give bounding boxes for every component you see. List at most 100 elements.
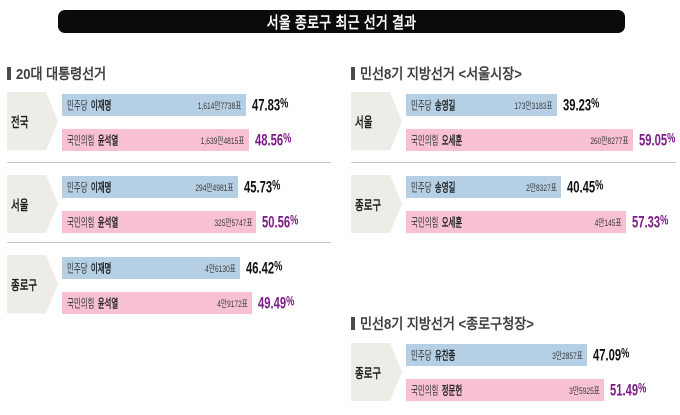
separator-line [7, 242, 331, 243]
region-label-text: 종로구 [354, 365, 381, 381]
percent-number: 49.49 [258, 293, 287, 312]
region-label-text: 종로구 [10, 278, 37, 294]
percent-sign: % [274, 257, 283, 273]
bar-democratic: 민주당 이재명 4만6130표 [62, 256, 241, 279]
percent-number: 57.33 [632, 212, 661, 232]
party-candidate-label: 국민의힘 정문헌 [411, 382, 462, 399]
region-arrow [351, 342, 402, 401]
section-heading: 민선8기 지방선거 <종로구청장> [351, 316, 553, 333]
party-candidate-label: 국민의힘 오세훈 [411, 131, 462, 148]
party-name: 국민의힘 [67, 215, 97, 230]
candidate-name: 이재명 [90, 180, 112, 195]
percent-number: 50.56 [262, 212, 291, 232]
separator-line [351, 162, 676, 163]
percent-sign: % [271, 176, 280, 193]
percent-value: 51.49% [610, 380, 646, 401]
region-arrow [7, 174, 58, 233]
vote-count: 173만3183표 [514, 100, 553, 112]
vote-count: 1,639만4815표 [200, 135, 245, 147]
percent-sign: % [666, 129, 676, 145]
candidate-name: 이재명 [90, 98, 112, 112]
party-candidate-label: 국민의힘 윤석열 [67, 294, 118, 311]
region-arrow [7, 255, 58, 314]
vote-count: 294만4981표 [195, 183, 234, 194]
bar-democratic: 민주당 이재명 294만4981표 [62, 176, 238, 198]
region-group: 종로구 민주당 유찬종 3만2857표 47.09% 국민의힘 정문헌 3만5925표 51… [351, 342, 676, 401]
vote-count: 260만8277표 [590, 135, 629, 147]
percent-sign: % [290, 211, 299, 228]
region-group: 서울 민주당 송영길 173만3183표 39.23% 국민의힘 오세훈 260만8277… [351, 92, 676, 151]
candidate-name: 윤석열 [97, 133, 119, 147]
party-candidate-label: 민주당 송영길 [411, 96, 455, 113]
percent-value: 50.56% [262, 212, 298, 233]
region-label: 서울 [11, 175, 58, 234]
region-label-text: 서울 [10, 197, 28, 213]
percent-sign: % [595, 176, 604, 193]
section-heading: 민선8기 지방선거 <서울시장> [351, 66, 540, 83]
candidate-name: 송영길 [434, 98, 456, 112]
candidate-name: 윤석열 [97, 296, 119, 310]
party-candidate-label: 민주당 유찬종 [411, 347, 455, 364]
region-arrow [7, 92, 58, 151]
candidate-name: 정문헌 [441, 383, 463, 398]
party-candidate-label: 민주당 이재명 [67, 259, 111, 276]
percent-value: 59.05% [639, 129, 675, 150]
bar-ppp: 국민의힘 정문헌 3만5925표 [406, 379, 604, 401]
heading-marker-icon [351, 316, 355, 331]
vote-count: 3만2857표 [552, 351, 583, 362]
party-candidate-label: 민주당 이재명 [67, 96, 111, 113]
vote-count: 3만5925표 [568, 386, 600, 397]
bar-ppp: 국민의힘 오세훈 4만145표 [406, 211, 627, 233]
vote-count: 1,614만7738표 [198, 100, 242, 112]
percent-number: 46.42 [246, 258, 275, 277]
region-label-text: 전국 [10, 115, 28, 131]
percent-sign: % [637, 379, 646, 396]
percent-value: 48.56% [255, 129, 291, 150]
party-name: 국민의힘 [411, 383, 441, 398]
percent-value: 40.45% [567, 177, 603, 198]
party-name: 민주당 [67, 98, 90, 112]
vote-count: 4만145표 [595, 218, 623, 229]
percent-sign: % [279, 94, 288, 110]
bar-democratic: 민주당 송영길 173만3183표 [406, 93, 557, 116]
party-candidate-label: 국민의힘 오세훈 [411, 214, 462, 231]
region-label: 전국 [11, 92, 58, 151]
bar-democratic: 민주당 유찬종 3만2857표 [406, 344, 587, 366]
percent-sign: % [620, 344, 630, 361]
percent-value: 39.23% [563, 94, 599, 115]
candidate-name: 오세훈 [441, 215, 463, 230]
percent-number: 39.23 [562, 95, 591, 114]
percent-value: 45.73% [244, 177, 280, 198]
party-name: 국민의힘 [411, 133, 441, 147]
percent-value: 46.42% [246, 257, 282, 278]
title-text: 서울 종로구 최근 선거 결과 [266, 15, 417, 32]
percent-sign: % [660, 211, 669, 228]
bar-ppp: 국민의힘 오세훈 260만8277표 [406, 128, 633, 151]
percent-number: 40.45 [567, 177, 596, 197]
separator-line [7, 162, 331, 163]
party-candidate-label: 민주당 송영길 [411, 179, 455, 196]
party-name: 민주당 [67, 180, 90, 195]
candidate-name: 송영길 [434, 180, 456, 195]
party-name: 민주당 [411, 98, 434, 112]
party-name: 국민의힘 [67, 296, 97, 310]
vote-count: 325만5747표 [214, 218, 253, 229]
percent-value: 49.49% [258, 292, 294, 313]
party-name: 민주당 [67, 261, 90, 275]
candidate-name: 유찬종 [434, 348, 456, 363]
heading-marker-icon [7, 66, 11, 81]
candidate-name: 이재명 [90, 261, 112, 275]
section-heading-text: 민선8기 지방선거 <종로구청장> [360, 317, 534, 333]
region-label-text: 종로구 [354, 197, 381, 213]
candidate-name: 윤석열 [97, 215, 119, 230]
region-group: 종로구 민주당 송영길 2만8327표 40.45% 국민의힘 오세훈 4만145표 57.… [351, 174, 676, 233]
party-name: 국민의힘 [411, 215, 441, 230]
section-heading-text: 20대 대통령선거 [16, 67, 107, 83]
vote-count: 2만8327표 [526, 183, 558, 194]
candidate-name: 오세훈 [441, 133, 463, 147]
vote-count: 4만9172표 [217, 298, 248, 310]
bar-democratic: 민주당 이재명 1,614만7738표 [62, 93, 246, 116]
bar-ppp: 국민의힘 윤석열 1,639만4815표 [62, 128, 249, 151]
region-arrow [351, 174, 402, 233]
